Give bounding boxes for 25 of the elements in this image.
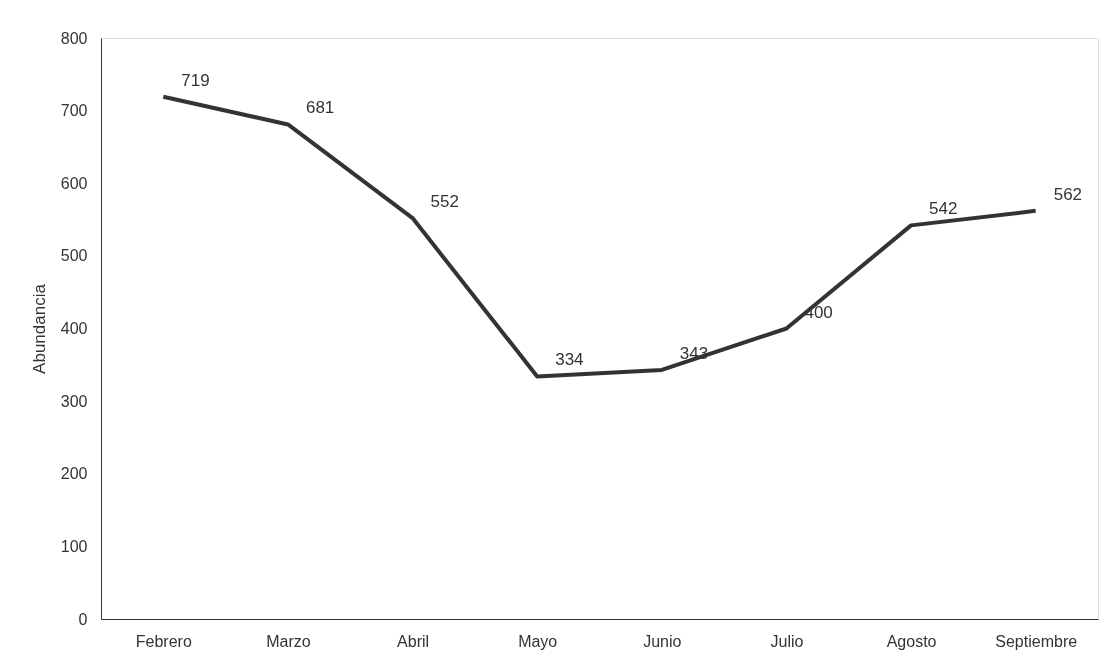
y-tick-label: 600 bbox=[60, 174, 88, 192]
x-tick-label: Julio bbox=[770, 632, 804, 650]
y-tick-label: 400 bbox=[60, 320, 88, 337]
y-tick-label: 100 bbox=[60, 537, 88, 555]
x-tick-label: Mayo bbox=[518, 632, 558, 650]
y-tick-label: 300 bbox=[60, 392, 88, 410]
line-series bbox=[161, 94, 1038, 379]
data-label: 552 bbox=[430, 192, 459, 212]
y-tick-label: 0 bbox=[78, 610, 88, 628]
x-tick-label: Marzo bbox=[266, 632, 311, 650]
data-label: 681 bbox=[305, 98, 335, 118]
y-tick-label: 700 bbox=[60, 102, 88, 120]
data-label: 562 bbox=[1053, 184, 1083, 204]
y-tick-label: 200 bbox=[60, 465, 88, 483]
y-tick-label: 800 bbox=[60, 29, 88, 47]
x-tick-label: Febrero bbox=[135, 632, 192, 650]
x-tick-label: Abril bbox=[397, 632, 430, 650]
data-label: 719 bbox=[181, 70, 210, 90]
y-tick-label: 500 bbox=[60, 247, 88, 265]
y-axis-title: Abundancia bbox=[29, 283, 49, 374]
x-tick-label: Junio bbox=[643, 632, 682, 650]
x-tick-label: Septiembre bbox=[995, 632, 1078, 650]
data-label: 334 bbox=[555, 350, 584, 370]
x-tick-label: Agosto bbox=[886, 632, 937, 650]
data-label: 542 bbox=[929, 199, 958, 219]
